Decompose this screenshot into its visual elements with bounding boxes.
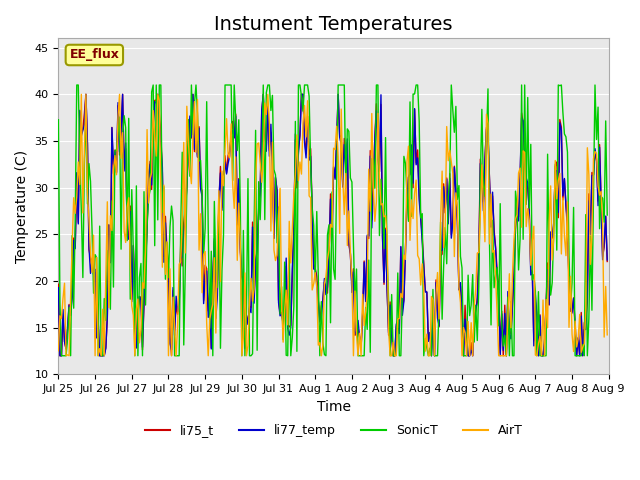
Y-axis label: Temperature (C): Temperature (C)	[15, 150, 29, 263]
Legend: li75_t, li77_temp, SonicT, AirT: li75_t, li77_temp, SonicT, AirT	[140, 419, 527, 442]
Title: Instument Temperatures: Instument Temperatures	[214, 15, 453, 34]
X-axis label: Time: Time	[317, 400, 351, 414]
Text: EE_flux: EE_flux	[69, 48, 119, 61]
